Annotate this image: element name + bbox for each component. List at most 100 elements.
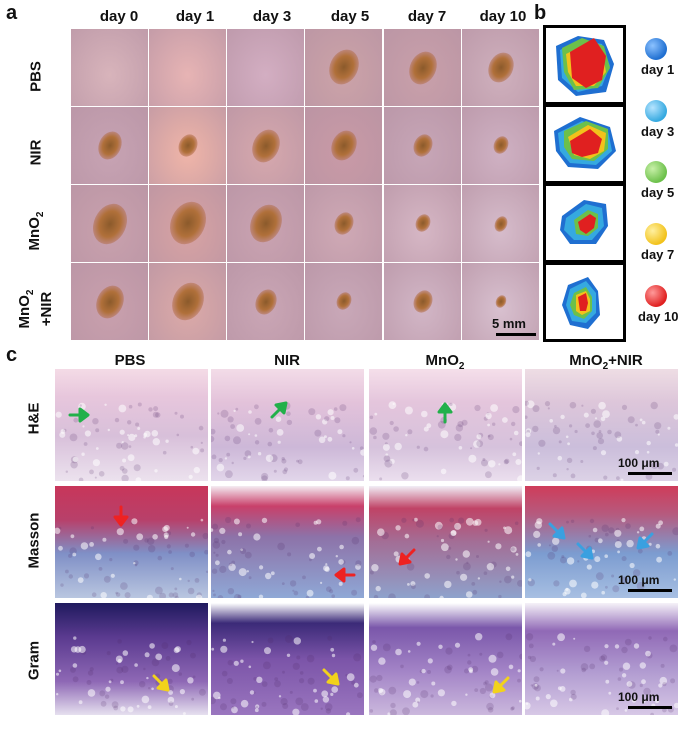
legend-dot-day10 [645, 285, 667, 307]
scale-bar-a [496, 333, 536, 336]
wound-area [412, 212, 433, 235]
wound-area [250, 285, 281, 318]
wound-photo [226, 28, 305, 107]
histology-section [525, 369, 678, 481]
panel-c-letter: c [6, 344, 18, 366]
scale-label-a: 5 mm [492, 316, 526, 331]
wound-photo [148, 106, 227, 185]
wound-photo [70, 28, 149, 107]
histo-col-mno2: MnO2 [425, 352, 465, 372]
wound-trace-mno2-nir [543, 262, 626, 342]
blue-arrow-icon [548, 522, 566, 540]
scale-bar-masson [628, 589, 672, 592]
wound-trace-nir [543, 104, 626, 184]
wound-photo [383, 184, 462, 263]
blue-arrow-icon [636, 532, 654, 550]
red-arrow-icon [334, 567, 356, 583]
histology-section [525, 603, 678, 715]
wound-photo [461, 262, 540, 341]
histology-section [55, 603, 208, 715]
stain-label-masson: Masson [25, 512, 43, 569]
legend-dot-day7 [645, 223, 667, 245]
histology-section [211, 603, 364, 715]
histology-section [211, 486, 364, 598]
day-header-10: day 10 [479, 8, 527, 25]
stain-label-he: H&E [25, 402, 43, 435]
legend-label-day3: day 3 [641, 124, 675, 139]
green-arrow-icon [270, 401, 288, 419]
wound-photo [70, 262, 149, 341]
group-label-nir: NIR [27, 139, 45, 166]
wound-photo [383, 262, 462, 341]
wound-area [326, 126, 361, 165]
wound-area [162, 196, 213, 251]
wound-area [403, 46, 442, 89]
wound-area [333, 290, 354, 313]
legend-label-day7: day 7 [641, 247, 675, 262]
histology-section [369, 369, 522, 481]
scale-label-he: 100 μm [618, 456, 660, 470]
wound-area [493, 293, 508, 310]
yellow-arrow-icon [322, 668, 340, 686]
wound-photo [226, 106, 305, 185]
legend-dot-day3 [645, 100, 667, 122]
histo-col-mno2-nir: MnO2+NIR [569, 352, 643, 372]
histology-section [369, 486, 522, 598]
histo-col-nir: NIR [274, 352, 300, 369]
scale-label-gram: 100 μm [618, 690, 660, 704]
wound-area [165, 277, 210, 326]
histology-section [55, 486, 208, 598]
wound-photo [304, 28, 383, 107]
day-header-1: day 1 [175, 8, 215, 25]
wound-area [409, 131, 436, 160]
histology-section [369, 603, 522, 715]
blue-arrow-icon [576, 542, 594, 560]
scale-label-masson: 100 μm [618, 573, 660, 587]
group-label-mno2-nir: MnO2 +NIR [16, 289, 55, 329]
yellow-arrow-icon [492, 676, 510, 694]
wound-photo [304, 106, 383, 185]
wound-trace-pbs [543, 25, 626, 105]
wound-photo [148, 262, 227, 341]
wound-area [409, 287, 436, 316]
wound-photo [148, 184, 227, 263]
wound-photo [461, 28, 540, 107]
wound-photo [383, 28, 462, 107]
wound-area [323, 45, 364, 90]
day-header-0: day 0 [99, 8, 139, 25]
group-label-mno2: MnO2 [26, 211, 46, 251]
panel-a-letter: a [6, 2, 18, 24]
wound-photo [383, 106, 462, 185]
histo-col-pbs: PBS [114, 352, 146, 369]
legend-dot-day1 [645, 38, 667, 60]
wound-trace-mno2 [543, 183, 626, 263]
wound-area [490, 134, 511, 157]
scale-bar-he [628, 472, 672, 475]
wound-photo [226, 262, 305, 341]
legend-label-day5: day 5 [641, 185, 675, 200]
wound-area [243, 199, 288, 248]
wound-area [86, 197, 133, 250]
wound-photo [148, 28, 227, 107]
legend-label-day1: day 1 [641, 62, 675, 77]
wound-area [491, 213, 510, 234]
wound-photo [461, 184, 540, 263]
wound-photo [226, 184, 305, 263]
group-label-pbs: PBS [27, 61, 45, 92]
wound-area [330, 209, 357, 238]
scale-bar-gram [628, 706, 672, 709]
wound-area [90, 280, 129, 323]
legend-label-day10: day 10 [638, 309, 679, 324]
histology-section [55, 369, 208, 481]
wound-photo [461, 106, 540, 185]
wound-area [483, 48, 518, 87]
green-arrow-icon [437, 402, 453, 424]
histology-section [211, 369, 364, 481]
day-header-3: day 3 [252, 8, 292, 25]
histology-section [525, 486, 678, 598]
panel-b-letter: b [534, 2, 547, 24]
wound-area [174, 131, 201, 160]
stain-label-gram: Gram [25, 640, 43, 681]
yellow-arrow-icon [152, 674, 170, 692]
wound-photo [304, 184, 383, 263]
